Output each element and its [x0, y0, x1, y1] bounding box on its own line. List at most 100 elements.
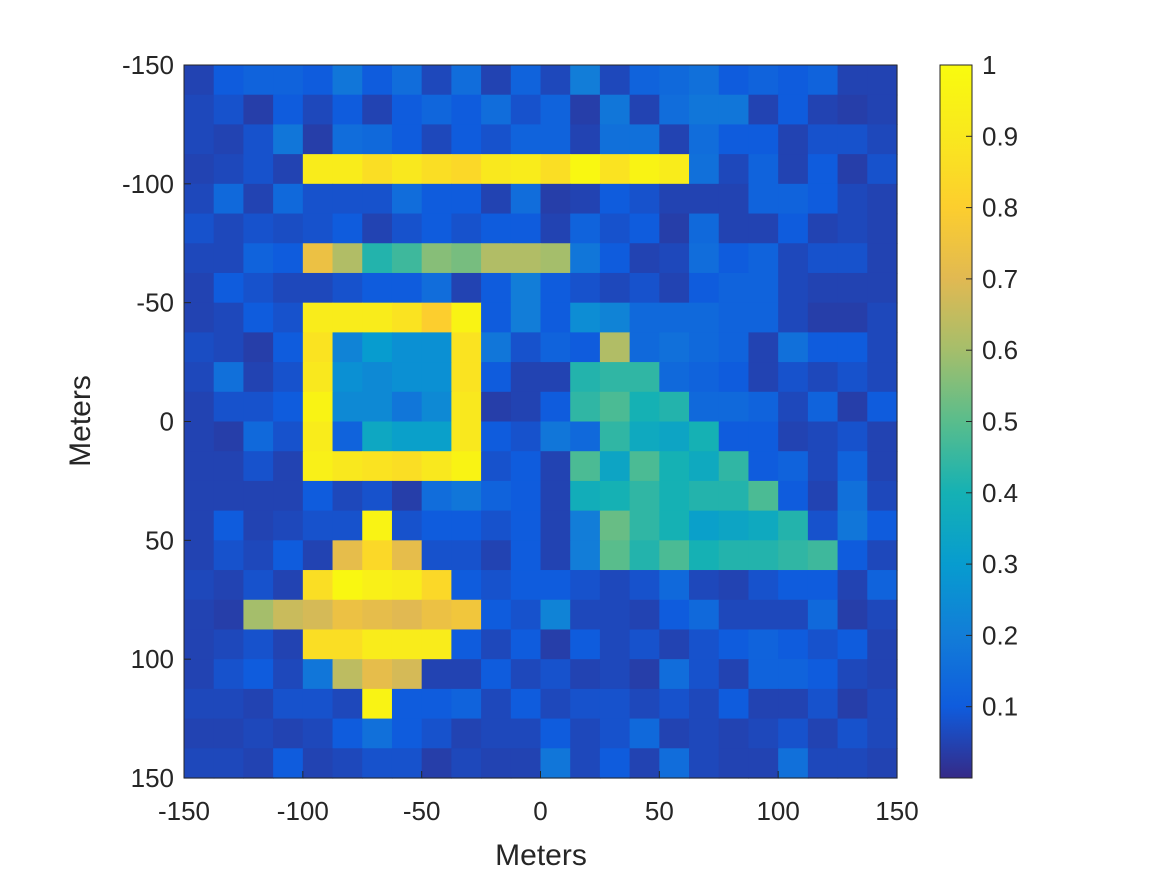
heatmap-cell — [391, 688, 423, 720]
heatmap-cell — [689, 65, 720, 96]
heatmap-cell — [184, 124, 215, 155]
heatmap-cell — [748, 540, 779, 571]
heatmap-cell — [451, 65, 482, 96]
heatmap-cell — [748, 480, 779, 512]
heatmap-cell — [659, 391, 690, 423]
heatmap-cell — [718, 243, 750, 274]
heatmap-cell — [481, 570, 512, 601]
heatmap-cell — [273, 391, 304, 423]
heatmap-cell — [867, 659, 898, 690]
heatmap-cell — [481, 748, 512, 779]
colorbar-ticks: 0.1 0.2 0.3 0.4 0.5 0.6 0.7 0.8 0.9 1 — [966, 50, 1018, 722]
heatmap-cell — [362, 599, 393, 631]
heatmap-cell — [213, 302, 245, 333]
heatmap-cell — [213, 718, 245, 749]
heatmap-cell — [273, 124, 304, 155]
heatmap-cell — [570, 599, 601, 631]
heatmap-cell — [807, 243, 839, 274]
heatmap-cell — [659, 659, 690, 690]
heatmap-cell — [807, 65, 839, 96]
heatmap-cell — [570, 451, 601, 482]
heatmap-cell — [807, 480, 839, 512]
heatmap-cell — [629, 272, 660, 304]
heatmap-cell — [837, 718, 868, 749]
heatmap-cell — [391, 213, 423, 244]
heatmap-cell — [243, 540, 274, 571]
heatmap-cell — [807, 510, 839, 541]
heatmap-cell — [273, 65, 304, 96]
heatmap-cell — [510, 154, 542, 185]
heatmap-cell — [391, 302, 423, 333]
heatmap-cell — [213, 154, 245, 185]
heatmap-cell — [213, 362, 245, 393]
heatmap-cell — [481, 629, 512, 660]
heatmap-cell — [481, 65, 512, 96]
heatmap-cell — [659, 421, 690, 452]
heatmap-cell — [332, 480, 363, 512]
heatmap-cell — [273, 451, 304, 482]
heatmap-cell — [718, 540, 750, 571]
heatmap-cell — [867, 362, 898, 393]
heatmap-cell — [421, 243, 452, 274]
heatmap-cell — [302, 451, 334, 482]
heatmap-cell — [302, 183, 334, 215]
heatmap-cell — [570, 659, 601, 690]
heatmap-cell — [451, 480, 482, 512]
heatmap-cell — [421, 65, 452, 96]
heatmap-cell — [689, 302, 720, 333]
heatmap-cell — [302, 332, 334, 363]
heatmap-cell — [451, 718, 482, 749]
heatmap-cell — [243, 688, 274, 720]
heatmap-cell — [629, 480, 660, 512]
heatmap-cell — [332, 540, 363, 571]
heatmap-cell — [689, 332, 720, 363]
heatmap-cell — [391, 154, 423, 185]
heatmap-cell — [184, 332, 215, 363]
heatmap-cell — [243, 332, 274, 363]
heatmap-cell — [213, 272, 245, 304]
heatmap-cell — [362, 302, 393, 333]
heatmap-cell — [213, 659, 245, 690]
heatmap-cell — [332, 213, 363, 244]
heatmap-cell — [362, 183, 393, 215]
heatmap-cell — [510, 332, 542, 363]
heatmap-cell — [718, 570, 750, 601]
heatmap-cell — [659, 540, 690, 571]
heatmap-cell — [362, 391, 393, 423]
heatmap-cell — [184, 451, 215, 482]
heatmap-cell — [451, 629, 482, 660]
heatmap-cell — [332, 599, 363, 631]
y-tick-label: -100 — [122, 169, 174, 199]
heatmap-cell — [689, 243, 720, 274]
heatmap-cell — [867, 718, 898, 749]
heatmap-cell — [629, 510, 660, 541]
heatmap-cell — [391, 629, 423, 660]
heatmap-cell — [629, 570, 660, 601]
heatmap-cell — [213, 332, 245, 363]
heatmap-cell — [778, 183, 809, 215]
heatmap-cell — [391, 570, 423, 601]
heatmap-cell — [778, 599, 809, 631]
heatmap-cell — [243, 124, 274, 155]
heatmap-cell — [718, 421, 750, 452]
heatmap-cell — [718, 302, 750, 333]
heatmap-cell — [243, 451, 274, 482]
heatmap-cell — [540, 213, 571, 244]
heatmap-cell — [302, 659, 334, 690]
heatmap-cell — [807, 570, 839, 601]
x-axis-label: Meters — [495, 839, 587, 872]
heatmap-cell — [481, 124, 512, 155]
heatmap-cell — [540, 659, 571, 690]
heatmap-cell — [332, 391, 363, 423]
heatmap-cell — [778, 629, 809, 660]
heatmap-cell — [629, 421, 660, 452]
heatmap-cell — [243, 599, 274, 631]
heatmap-cell — [837, 183, 868, 215]
heatmap-cell — [510, 510, 542, 541]
heatmap-cell — [807, 391, 839, 423]
heatmap-cell — [748, 688, 779, 720]
heatmap-cell — [302, 688, 334, 720]
heatmap-cell — [570, 570, 601, 601]
heatmap-cell — [540, 451, 571, 482]
heatmap-cell — [599, 570, 631, 601]
